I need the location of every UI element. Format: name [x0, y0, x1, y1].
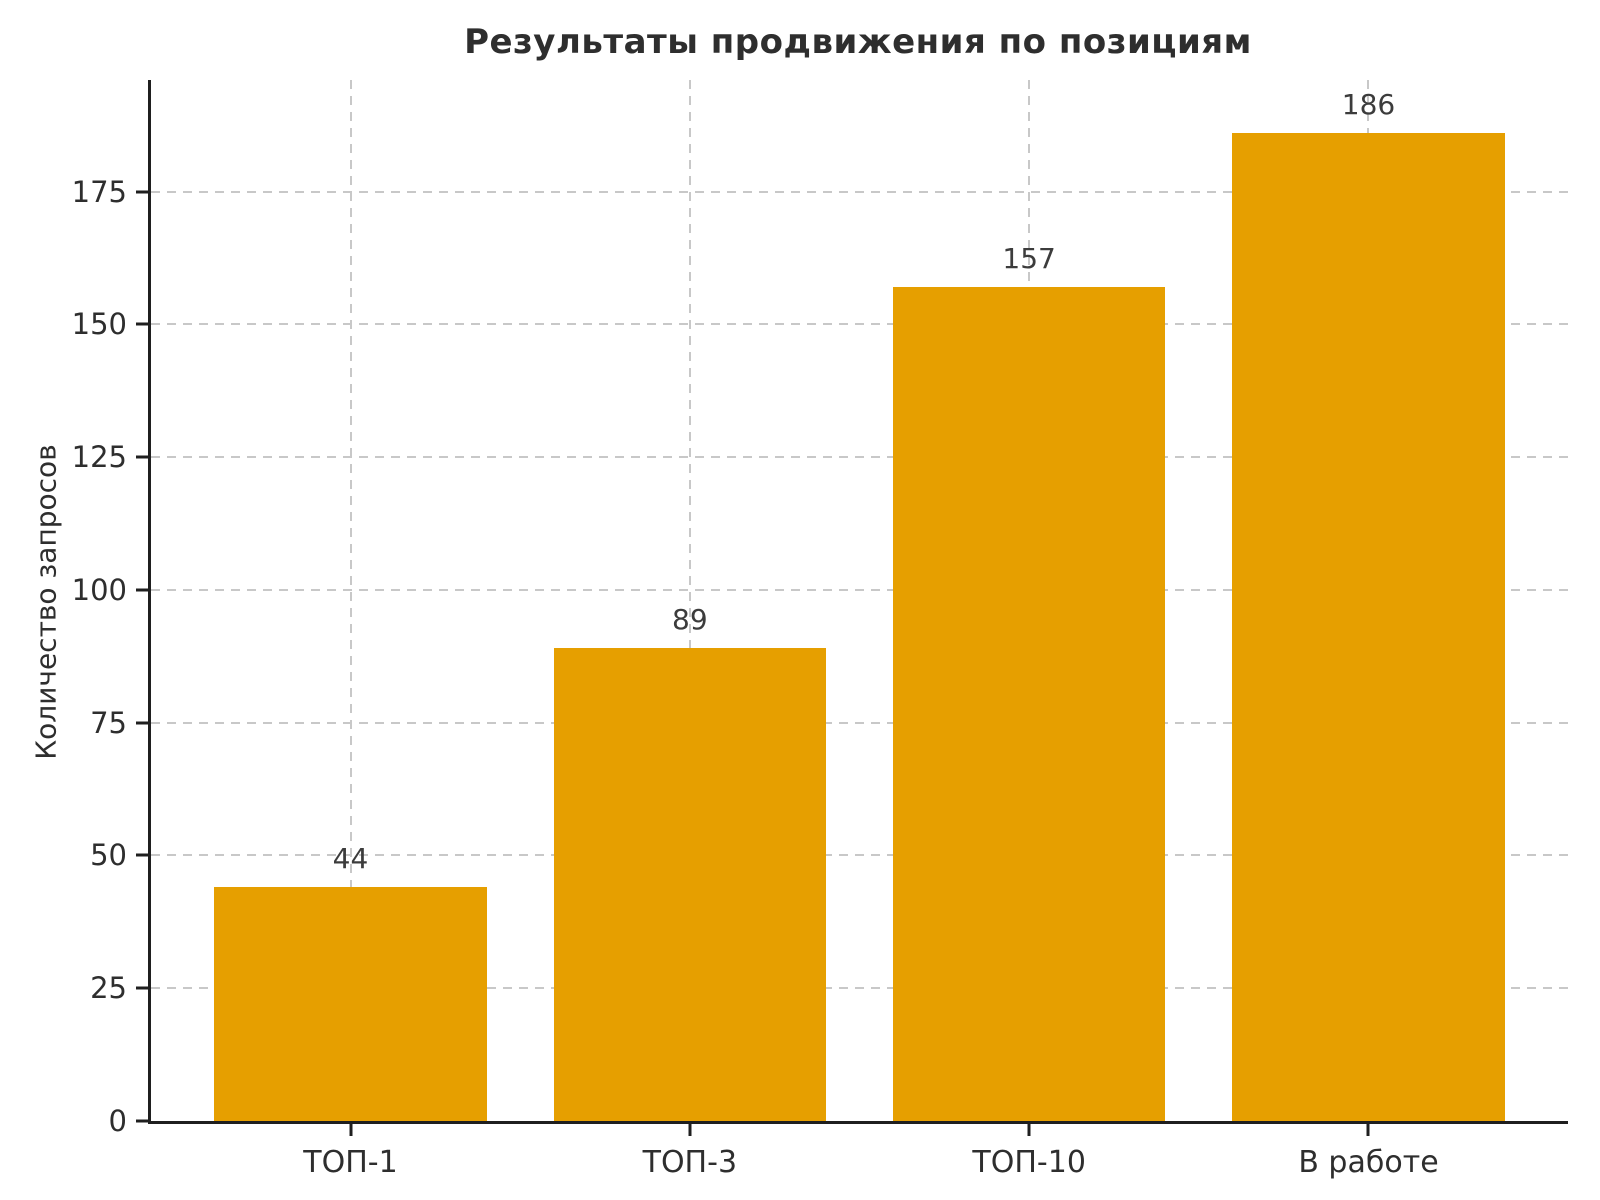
y-axis-tick-mark [136, 588, 148, 592]
vertical-gridline [349, 80, 352, 1121]
bar-ТОП-1 [214, 887, 487, 1121]
bar-ТОП-10 [892, 287, 1166, 1121]
horizontal-gridline [151, 987, 1568, 990]
y-axis-tick-mark [136, 853, 148, 857]
horizontal-gridline [151, 588, 1568, 591]
bar-В работе [1232, 133, 1505, 1121]
horizontal-gridline [151, 323, 1568, 326]
x-axis-tick-mark [349, 1124, 352, 1136]
y-axis-tick-label: 100 [71, 572, 127, 607]
y-axis-tick-mark [136, 986, 148, 990]
plot-area: 0 25 50 75 100 125 150 175 44 ТОП-1 89 ТОП-3 157 ТОП-… [72, 80, 1568, 1180]
y-axis-tick-label: 125 [71, 440, 127, 475]
y-axis-tick-label: 25 [90, 971, 127, 1006]
chart-title: Результаты продвижения по позициям [464, 22, 1252, 62]
bar-value-label: 157 [1002, 242, 1056, 276]
x-axis-tick-mark [688, 1124, 692, 1136]
bar-value-label: 44 [332, 842, 369, 876]
y-axis-tick-mark [136, 322, 148, 326]
x-axis-tick-mark [1027, 1124, 1031, 1136]
bar-value-label: 186 [1341, 88, 1396, 122]
x-axis-tick-label: ТОП-3 [642, 1145, 738, 1180]
vertical-gridline [688, 80, 691, 1121]
horizontal-gridline [151, 721, 1568, 724]
y-axis-tick-mark [136, 190, 148, 194]
y-axis-tick-mark [136, 455, 148, 459]
x-axis-tick-label: ТОП-10 [972, 1145, 1086, 1180]
x-axis-tick-label: ТОП-1 [303, 1145, 398, 1180]
bar-value-label: 89 [672, 603, 708, 637]
x-axis-tick-label: В работе [1298, 1145, 1439, 1180]
y-axis-tick-label: 0 [108, 1104, 127, 1138]
bar-ТОП-3 [553, 648, 827, 1121]
y-axis-tick-label: 150 [71, 307, 127, 342]
y-axis-tick-label: 175 [71, 174, 127, 209]
y-axis-tick-label: 50 [90, 838, 127, 873]
horizontal-gridline [151, 456, 1568, 459]
y-axis-label: Количество запросов [29, 444, 63, 760]
y-axis-tick-label: 75 [90, 705, 127, 740]
horizontal-gridline [151, 190, 1568, 193]
x-axis-tick-mark [1366, 1124, 1370, 1136]
y-axis-tick-mark [136, 1119, 148, 1123]
y-axis-tick-mark [136, 721, 148, 725]
horizontal-gridline [151, 854, 1568, 857]
